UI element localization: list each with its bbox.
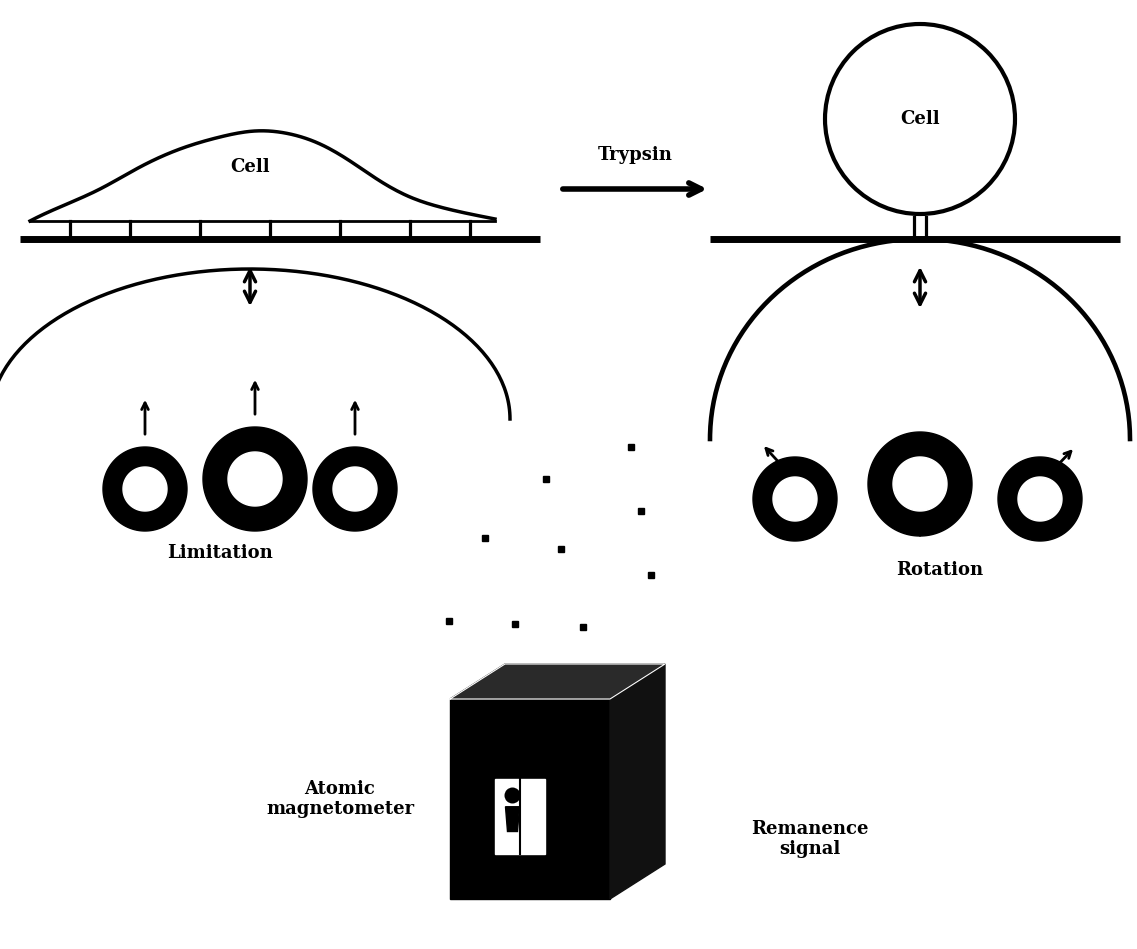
Text: Rotation: Rotation xyxy=(896,561,984,579)
Polygon shape xyxy=(204,427,307,531)
Polygon shape xyxy=(868,432,972,536)
Text: Cell: Cell xyxy=(901,110,940,128)
Polygon shape xyxy=(313,447,397,531)
Polygon shape xyxy=(450,699,609,899)
Polygon shape xyxy=(998,457,1082,541)
Circle shape xyxy=(505,788,521,804)
Polygon shape xyxy=(495,779,545,854)
Polygon shape xyxy=(229,452,282,506)
Polygon shape xyxy=(753,457,837,541)
Text: Remanence
signal: Remanence signal xyxy=(752,820,869,859)
Polygon shape xyxy=(1018,477,1062,521)
Polygon shape xyxy=(123,467,167,511)
Polygon shape xyxy=(103,447,186,531)
Text: Cell: Cell xyxy=(230,158,269,176)
Polygon shape xyxy=(30,131,495,221)
Text: Trypsin: Trypsin xyxy=(598,146,672,164)
Polygon shape xyxy=(609,664,665,899)
Polygon shape xyxy=(450,664,665,699)
Text: Limitation: Limitation xyxy=(167,544,273,562)
Circle shape xyxy=(825,24,1015,214)
Polygon shape xyxy=(506,807,520,831)
Polygon shape xyxy=(333,467,377,511)
Polygon shape xyxy=(773,477,818,521)
Text: Atomic
magnetometer: Atomic magnetometer xyxy=(266,779,414,818)
Polygon shape xyxy=(893,457,947,511)
